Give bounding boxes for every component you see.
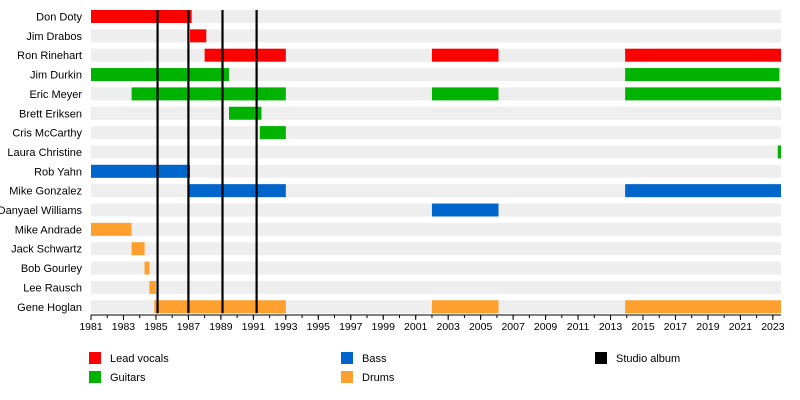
member-bar-lead-vocals bbox=[431, 48, 499, 62]
legend-label: Guitars bbox=[110, 372, 146, 384]
row-background bbox=[91, 68, 781, 82]
member-bar-guitars bbox=[625, 87, 781, 101]
member-label: Jim Durkin bbox=[30, 70, 82, 82]
member-bar-guitars bbox=[131, 87, 286, 101]
member-label: Bob Gourley bbox=[21, 263, 83, 275]
legend-swatch-studio-album bbox=[595, 352, 607, 364]
member-label: Laura Christine bbox=[7, 147, 82, 159]
x-tick-label: 2015 bbox=[631, 321, 655, 333]
legend: Lead vocals Guitars Bass Drums Studio album bbox=[89, 352, 680, 384]
member-label: Jack Schwartz bbox=[11, 244, 82, 256]
legend-label: Studio album bbox=[616, 353, 680, 365]
x-tick-label: 1989 bbox=[209, 321, 233, 333]
member-label: Rob Yahn bbox=[34, 166, 82, 178]
member-bar-bass bbox=[625, 184, 781, 198]
row-background bbox=[91, 261, 781, 275]
x-tick-label: 1995 bbox=[307, 321, 331, 333]
studio-album-lines bbox=[156, 10, 258, 314]
x-tick-label: 1997 bbox=[339, 321, 363, 333]
row-background bbox=[91, 222, 781, 236]
x-tick-label: 2011 bbox=[567, 321, 590, 333]
x-tick-label: 1981 bbox=[79, 321, 103, 333]
member-bar-bass bbox=[431, 203, 499, 217]
x-tick-label: 2017 bbox=[664, 321, 688, 333]
member-label: Brett Eriksen bbox=[19, 108, 82, 120]
member-bar-drums bbox=[91, 222, 132, 236]
legend-swatch-bass bbox=[341, 352, 353, 364]
legend-label: Drums bbox=[362, 372, 395, 384]
member-bar-guitars bbox=[625, 68, 780, 82]
row-background bbox=[91, 164, 781, 178]
member-label: Cris McCarthy bbox=[12, 128, 82, 140]
member-bar-guitars bbox=[229, 106, 262, 120]
x-tick-label: 2021 bbox=[729, 321, 753, 333]
row-background bbox=[91, 242, 781, 256]
member-bar-guitars bbox=[91, 68, 229, 82]
x-tick-label: 2007 bbox=[501, 321, 525, 333]
legend-swatch-drums bbox=[341, 371, 353, 383]
member-label: Don Doty bbox=[36, 12, 82, 24]
row-background bbox=[91, 106, 781, 120]
member-bar-drums bbox=[131, 242, 145, 256]
x-tick-label: 1993 bbox=[274, 321, 298, 333]
x-tick-label: 2019 bbox=[696, 321, 720, 333]
row-background bbox=[91, 145, 781, 159]
row-background bbox=[91, 10, 781, 23]
x-tick-label: 2001 bbox=[404, 321, 428, 333]
legend-label: Bass bbox=[362, 353, 387, 365]
x-tick-label: 2009 bbox=[534, 321, 558, 333]
x-tick-label: 1991 bbox=[242, 321, 266, 333]
member-bar-guitars bbox=[431, 87, 499, 101]
legend-swatch-guitars bbox=[89, 371, 101, 383]
x-tick-label: 2005 bbox=[469, 321, 493, 333]
x-tick-label: 1985 bbox=[144, 321, 168, 333]
member-label: Jim Drabos bbox=[26, 31, 82, 43]
x-tick-label: 2013 bbox=[599, 321, 623, 333]
x-tick-label: 1983 bbox=[112, 321, 136, 333]
member-bar-drums bbox=[144, 261, 150, 275]
member-bar-lead-vocals bbox=[91, 10, 192, 23]
member-labels: Don Doty Jim Drabos Ron Rinehart Jim Durkin… bbox=[0, 12, 82, 314]
member-bar-drums bbox=[431, 300, 499, 314]
member-label: Ron Rinehart bbox=[17, 50, 82, 62]
member-label: Lee Rausch bbox=[23, 282, 82, 294]
member-bar-guitars bbox=[777, 145, 781, 159]
row-background bbox=[91, 280, 781, 294]
x-axis: 1981 1983 1985 1987 1989 1991 1993 1995 1997 1999… bbox=[79, 314, 785, 333]
member-label: Danyael Williams bbox=[0, 205, 82, 217]
member-bar-guitars bbox=[259, 126, 286, 140]
x-tick-label: 2003 bbox=[436, 321, 460, 333]
legend-swatch-lead-vocals bbox=[89, 352, 101, 364]
member-bar-lead-vocals bbox=[625, 48, 781, 62]
x-tick-label: 2023 bbox=[761, 321, 785, 333]
member-label: Gene Hoglan bbox=[17, 302, 82, 314]
member-bar-bass bbox=[188, 184, 286, 198]
member-label: Eric Meyer bbox=[29, 89, 82, 101]
member-label: Mike Gonzalez bbox=[9, 186, 82, 198]
x-tick-label: 1999 bbox=[372, 321, 396, 333]
member-bar-drums bbox=[149, 280, 156, 294]
member-bar-drums bbox=[154, 300, 286, 314]
member-bar-drums bbox=[625, 300, 781, 314]
legend-label: Lead vocals bbox=[110, 353, 169, 365]
member-label: Mike Andrade bbox=[15, 224, 82, 236]
member-bar-lead-vocals bbox=[190, 29, 207, 43]
member-bar-lead-vocals bbox=[204, 48, 286, 62]
row-background bbox=[91, 29, 781, 43]
row-background bbox=[91, 126, 781, 140]
x-tick-label: 1987 bbox=[177, 321, 201, 333]
member-bars bbox=[91, 10, 781, 314]
member-bar-bass bbox=[91, 164, 191, 178]
